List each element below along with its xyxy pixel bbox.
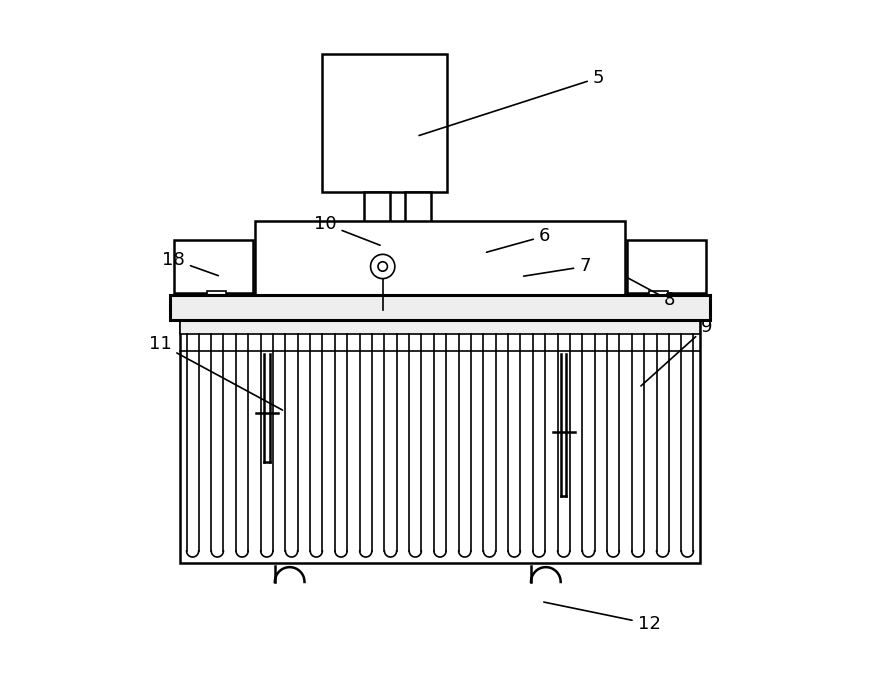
Text: 18: 18 — [162, 250, 218, 276]
Bar — [322, 54, 447, 193]
Bar — [649, 292, 668, 305]
Text: 9: 9 — [641, 318, 712, 386]
Text: 8: 8 — [627, 278, 675, 309]
Text: 10: 10 — [314, 215, 380, 245]
Circle shape — [378, 261, 387, 271]
Text: 7: 7 — [524, 257, 590, 276]
Text: 12: 12 — [544, 602, 660, 633]
Bar — [254, 221, 626, 298]
Text: 11: 11 — [149, 335, 282, 410]
Bar — [180, 317, 700, 334]
Text: 6: 6 — [487, 227, 550, 252]
Bar — [173, 239, 253, 294]
Bar — [627, 239, 707, 294]
Bar — [208, 292, 226, 305]
Bar — [405, 192, 430, 224]
Circle shape — [370, 255, 395, 279]
Bar — [180, 317, 700, 563]
Bar — [171, 294, 709, 321]
Bar — [364, 192, 390, 224]
Text: 5: 5 — [419, 69, 605, 136]
